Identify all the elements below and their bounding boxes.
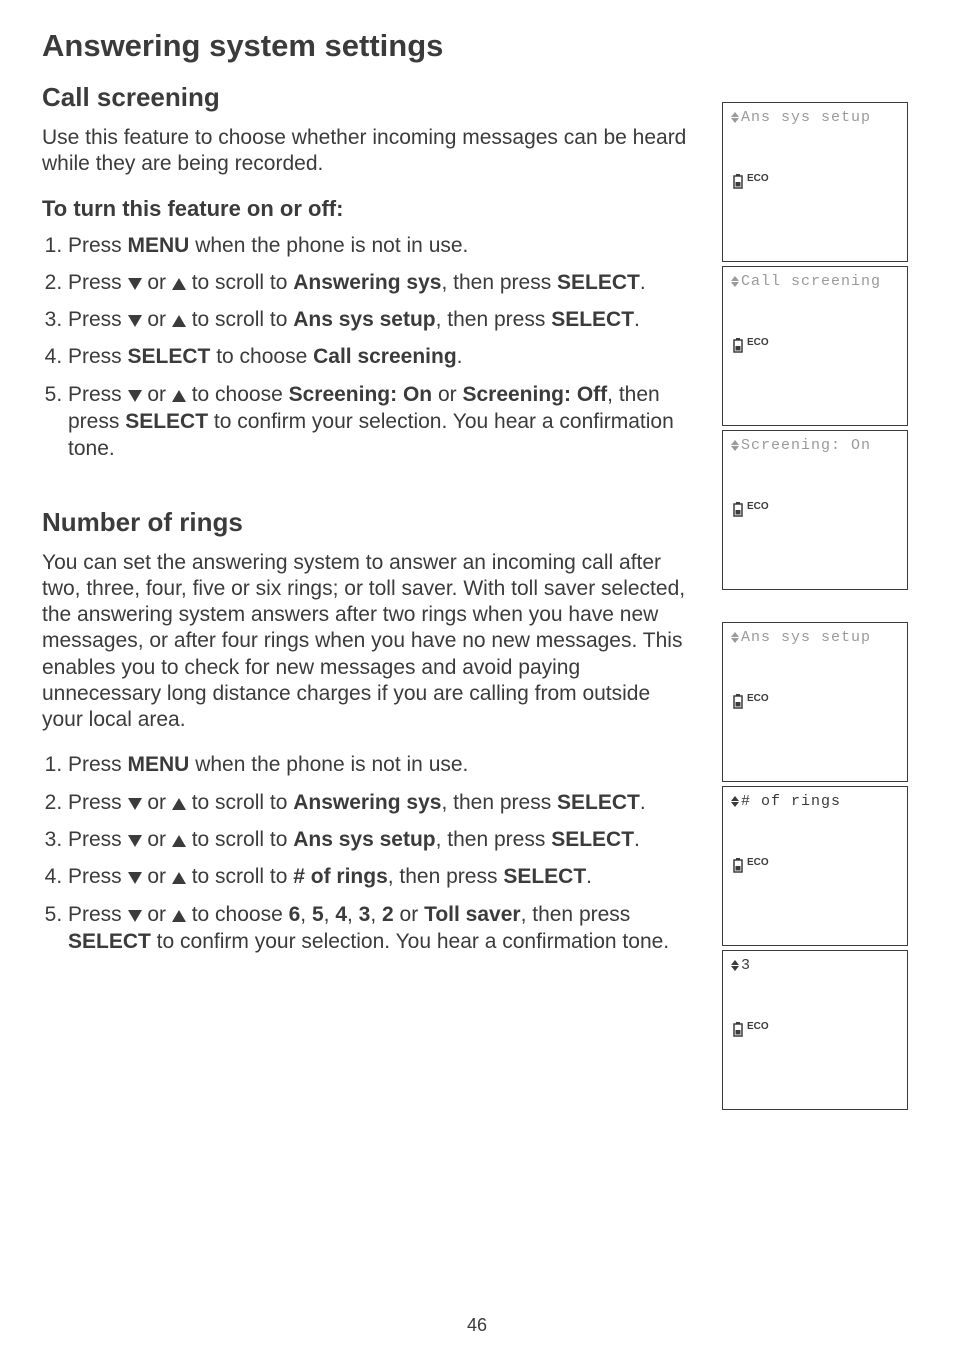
lcd-icons: ECO [731, 1021, 769, 1042]
step: Press or to choose 6, 5, 4, 3, 2 or Toll… [68, 901, 690, 956]
lcd-screen: Screening: On ECO [722, 430, 908, 590]
eco-label: ECO [747, 501, 769, 512]
step: Press or to scroll to Ans sys setup, the… [68, 306, 690, 333]
lcd-screen: 3 ECO [722, 950, 908, 1110]
down-arrow-icon [128, 835, 142, 847]
updown-icon [731, 112, 739, 123]
down-arrow-icon [128, 910, 142, 922]
updown-icon [731, 796, 739, 807]
step: Press or to scroll to # of rings, then p… [68, 863, 690, 890]
up-arrow-icon [172, 835, 186, 847]
updown-icon [731, 276, 739, 287]
lcd-text: 3 [731, 957, 899, 974]
main-column: Call screening Use this feature to choos… [42, 82, 690, 1114]
page: Answering system settings Call screening… [0, 0, 954, 1354]
eco-label: ECO [747, 1021, 769, 1032]
up-arrow-icon [172, 798, 186, 810]
content-columns: Call screening Use this feature to choos… [42, 82, 912, 1114]
up-arrow-icon [172, 315, 186, 327]
lcd-icons: ECO [731, 857, 769, 878]
down-arrow-icon [128, 798, 142, 810]
step: Press MENU when the phone is not in use. [68, 232, 690, 259]
battery-icon [731, 501, 745, 522]
updown-icon [731, 632, 739, 643]
lcd-screen: # of rings ECO [722, 786, 908, 946]
battery-icon [731, 337, 745, 358]
lcd-text: Screening: On [731, 437, 899, 454]
battery-icon [731, 857, 745, 878]
step: Press SELECT to choose Call screening. [68, 343, 690, 370]
lcd-text: # of rings [731, 793, 899, 810]
lcd-icons: ECO [731, 693, 769, 714]
section-heading-call-screening: Call screening [42, 82, 690, 113]
step: Press or to scroll to Ans sys setup, the… [68, 826, 690, 853]
eco-label: ECO [747, 173, 769, 184]
lcd-screen: Ans sys setup ECO [722, 102, 908, 262]
section1-intro: Use this feature to choose whether incom… [42, 125, 690, 178]
page-title: Answering system settings [42, 28, 912, 64]
battery-icon [731, 693, 745, 714]
up-arrow-icon [172, 910, 186, 922]
updown-icon [731, 440, 739, 451]
section1-steps: Press MENU when the phone is not in use.… [42, 232, 690, 463]
step: Press MENU when the phone is not in use. [68, 751, 690, 778]
step: Press or to choose Screening: On or Scre… [68, 381, 690, 463]
lcd-screen: Ans sys setup ECO [722, 622, 908, 782]
up-arrow-icon [172, 278, 186, 290]
lcd-icons: ECO [731, 173, 769, 194]
step: Press or to scroll to Answering sys, the… [68, 269, 690, 296]
updown-icon [731, 960, 739, 971]
down-arrow-icon [128, 315, 142, 327]
eco-label: ECO [747, 857, 769, 868]
step: Press or to scroll to Answering sys, the… [68, 789, 690, 816]
lcd-text: Call screening [731, 273, 899, 290]
battery-icon [731, 1021, 745, 1042]
up-arrow-icon [172, 390, 186, 402]
lcd-text: Ans sys setup [731, 109, 899, 126]
section-heading-number-of-rings: Number of rings [42, 507, 690, 538]
down-arrow-icon [128, 390, 142, 402]
down-arrow-icon [128, 278, 142, 290]
eco-label: ECO [747, 337, 769, 348]
section2-steps: Press MENU when the phone is not in use.… [42, 751, 690, 955]
side-column: Ans sys setup ECO Call screening [722, 82, 912, 1114]
lcd-icons: ECO [731, 501, 769, 522]
eco-label: ECO [747, 693, 769, 704]
lcd-text: Ans sys setup [731, 629, 899, 646]
section1-subheading: To turn this feature on or off: [42, 196, 690, 222]
up-arrow-icon [172, 872, 186, 884]
down-arrow-icon [128, 872, 142, 884]
page-number: 46 [0, 1315, 954, 1336]
lcd-icons: ECO [731, 337, 769, 358]
section2-intro: You can set the answering system to answ… [42, 550, 690, 734]
lcd-screen: Call screening ECO [722, 266, 908, 426]
battery-icon [731, 173, 745, 194]
